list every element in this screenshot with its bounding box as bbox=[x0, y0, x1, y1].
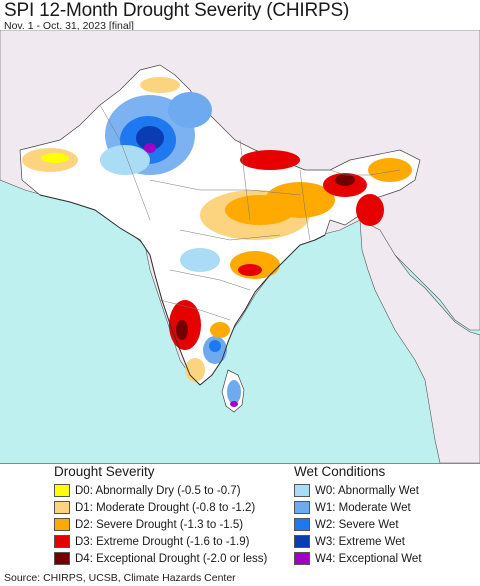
legend-swatch-d0 bbox=[54, 484, 70, 497]
legend-swatch-d3 bbox=[54, 535, 70, 548]
wet-region-w4-srilanka bbox=[230, 401, 238, 407]
legend-item-w2: W2: Severe Wet bbox=[294, 516, 422, 533]
drought-region-d4-northeast bbox=[335, 174, 355, 186]
wet-legend: Wet Conditions W0: Abnormally Wet W1: Mo… bbox=[294, 464, 422, 567]
legend-item-d3: D3: Extreme Drought (-1.6 to -1.9) bbox=[54, 533, 267, 550]
legend-swatch-w4 bbox=[294, 552, 310, 565]
source-credit: Source: CHIRPS, UCSB, Climate Hazards Ce… bbox=[4, 572, 236, 584]
southeast-land bbox=[359, 219, 480, 463]
legend-swatch-w1 bbox=[294, 501, 310, 514]
legend-label-w1: W1: Moderate Wet bbox=[315, 501, 411, 514]
legend-item-w3: W3: Extreme Wet bbox=[294, 533, 422, 550]
wet-region-w1-northeast bbox=[168, 92, 212, 128]
legend-item-w4: W4: Exceptional Wet bbox=[294, 550, 422, 567]
legend-label-d0: D0: Abnormally Dry (-0.5 to -0.7) bbox=[75, 484, 241, 497]
wet-region-w0-central bbox=[180, 248, 220, 272]
legend-item-d0: D0: Abnormally Dry (-0.5 to -0.7) bbox=[54, 482, 267, 499]
legend-label-d3: D3: Extreme Drought (-1.6 to -1.9) bbox=[75, 535, 250, 548]
drought-region-d0-west bbox=[41, 153, 69, 163]
wet-areas bbox=[100, 92, 241, 407]
wet-region-w3-north bbox=[136, 126, 164, 150]
drought-region-d2-east bbox=[265, 182, 335, 218]
legend-swatch-d2 bbox=[54, 518, 70, 531]
drought-region-d4-southwest bbox=[176, 320, 188, 340]
legend-swatch-w3 bbox=[294, 535, 310, 548]
wet-region-w4-north bbox=[144, 143, 156, 153]
drought-region-d3-bengal bbox=[356, 194, 384, 226]
drought-region-d2-northeast bbox=[368, 158, 412, 182]
legend-item-w0: W0: Abnormally Wet bbox=[294, 482, 422, 499]
drought-region-d3-east bbox=[240, 150, 300, 170]
drought-legend: Drought Severity D0: Abnormally Dry (-0.… bbox=[54, 464, 267, 567]
drought-region-d1-south bbox=[185, 358, 205, 382]
drought-region-d1-north bbox=[140, 77, 180, 93]
legend-label-w4: W4: Exceptional Wet bbox=[315, 552, 422, 565]
drought-map bbox=[0, 30, 480, 464]
wet-region-w0-north bbox=[100, 145, 150, 175]
legend-label-d2: D2: Severe Drought (-1.3 to -1.5) bbox=[75, 518, 244, 531]
wet-legend-heading: Wet Conditions bbox=[294, 464, 386, 479]
legend-label-w2: W2: Severe Wet bbox=[315, 518, 399, 531]
legend-label-w3: W3: Extreme Wet bbox=[315, 535, 405, 548]
admin-borders bbox=[99, 104, 401, 321]
drought-map-svg bbox=[0, 30, 480, 463]
map-title: SPI 12-Month Drought Severity (CHIRPS) bbox=[4, 0, 350, 21]
legend-swatch-w0 bbox=[294, 484, 310, 497]
legend-swatch-w2 bbox=[294, 518, 310, 531]
legend-swatch-d4 bbox=[54, 552, 70, 565]
drought-areas bbox=[22, 77, 412, 382]
coastline bbox=[39, 194, 326, 386]
drought-region-d2-southeast bbox=[210, 322, 230, 338]
drought-region-d3-eastcoast bbox=[238, 264, 262, 276]
drought-legend-heading: Drought Severity bbox=[54, 464, 155, 479]
wet-region-w2-south bbox=[209, 340, 221, 352]
legend-item-d2: D2: Severe Drought (-1.3 to -1.5) bbox=[54, 516, 267, 533]
legend-item-d4: D4: Exceptional Drought (-2.0 or less) bbox=[54, 550, 267, 567]
legend-label-d1: D1: Moderate Drought (-0.8 to -1.2) bbox=[75, 501, 256, 514]
legend-item-w1: W1: Moderate Wet bbox=[294, 499, 422, 516]
wet-region-w1-srilanka bbox=[227, 380, 241, 404]
legend-label-d4: D4: Exceptional Drought (-2.0 or less) bbox=[75, 552, 268, 565]
legend-label-w0: W0: Abnormally Wet bbox=[315, 484, 419, 497]
legend-item-d1: D1: Moderate Drought (-0.8 to -1.2) bbox=[54, 499, 267, 516]
legend-swatch-d1 bbox=[54, 501, 70, 514]
map-subtitle: Nov. 1 - Oct. 31, 2023 [final] bbox=[4, 20, 134, 32]
